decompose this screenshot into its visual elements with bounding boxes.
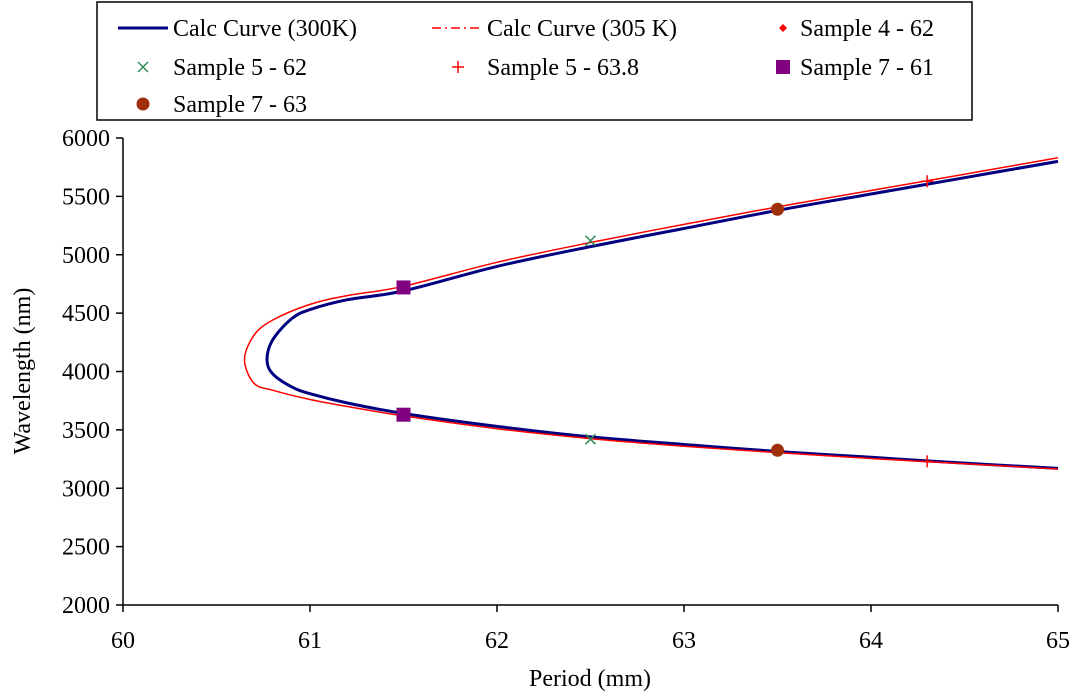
legend-marker-sample-4-62 [779,24,787,32]
y-ticks: 2000 2500 3000 3500 4000 4500 5000 5500 6000 [62,126,123,619]
legend-marker-sample-7-63 [136,97,150,111]
x-tick-label: 65 [1046,628,1070,654]
x-ticks: 60 61 62 63 64 65 [111,605,1070,654]
axes [122,138,1058,606]
x-tick-label: 62 [485,628,509,654]
x-axis-title: Period (mm) [529,666,651,692]
y-tick-label: 5000 [62,243,110,269]
legend-box [96,1,973,121]
marker-sample-5-63-8 [921,175,934,188]
legend-label-sample-5-62: Sample 5 - 62 [173,55,307,81]
legend-marker-sample-5-63-8 [452,61,464,73]
x-tick-label: 60 [111,628,135,654]
y-tick-label: 3000 [62,476,110,502]
legend: Calc Curve (300K) Calc Curve (305 K) Sam… [96,1,973,121]
legend-label-sample-4-62: Sample 4 - 62 [800,16,934,42]
y-tick-label: 2000 [62,593,110,619]
marker-sample-5-63-8 [921,455,934,468]
y-axis-title: Wavelength (nm) [10,288,36,455]
marker-sample-7-63 [771,202,784,216]
curve-300k [265,159,1059,470]
legend-marker-sample-7-61 [776,60,790,74]
legend-label-sample-5-63-8: Sample 5 - 63.8 [487,55,639,81]
x-tick-label: 63 [672,628,696,654]
x-tick-label: 61 [298,628,322,654]
marker-sample-7-63 [771,443,784,457]
y-tick-label: 5500 [62,184,110,210]
legend-marker-sample-5-62 [137,61,149,73]
y-tick-label: 4000 [62,360,110,386]
legend-label-calc-305k: Calc Curve (305 K) [487,16,677,42]
marker-sample-7-61 [396,407,411,422]
legend-label-sample-7-63: Sample 7 - 63 [173,92,307,118]
marker-sample-5-62 [584,235,597,247]
legend-label-sample-7-61: Sample 7 - 61 [800,55,934,81]
y-tick-label: 4500 [62,301,110,327]
marker-sample-7-61 [396,280,411,295]
curve-305k [243,157,1059,470]
y-tick-label: 2500 [62,535,110,561]
x-tick-label: 64 [859,628,883,654]
legend-label-calc-300k: Calc Curve (300K) [173,16,357,42]
y-tick-label: 6000 [62,126,110,152]
y-tick-label: 3500 [62,418,110,444]
plot-area [243,157,1059,470]
marker-sample-5-62 [584,433,597,445]
